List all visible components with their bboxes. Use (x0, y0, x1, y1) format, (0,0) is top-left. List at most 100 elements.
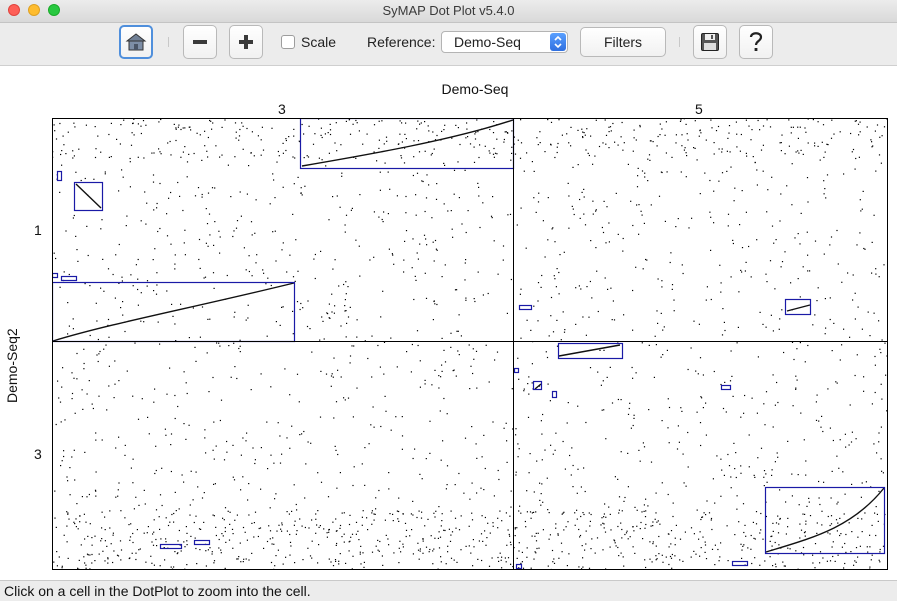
hit-dot (95, 148, 96, 149)
hit-dot (661, 313, 662, 314)
hit-dot (681, 145, 682, 146)
hit-dot (824, 254, 825, 255)
hit-dot (378, 550, 379, 551)
hit-dot (518, 456, 519, 457)
hit-dot (104, 517, 105, 518)
hit-dot (659, 524, 660, 525)
zoom-in-button[interactable] (229, 25, 263, 59)
hit-dot (732, 240, 733, 241)
hit-dot (669, 407, 670, 408)
hit-dot (579, 536, 580, 537)
hit-dot (204, 277, 205, 278)
save-button[interactable] (693, 25, 727, 59)
hit-dot (798, 233, 799, 234)
hit-dot (240, 340, 241, 341)
hit-dot (374, 211, 375, 212)
hit-dot (832, 471, 833, 472)
hit-dot (444, 125, 445, 126)
hit-dot (442, 371, 443, 372)
hit-dot (244, 247, 245, 248)
hit-dot (343, 397, 344, 398)
hit-dot (549, 512, 550, 513)
hit-dot (833, 541, 834, 542)
filters-button[interactable]: Filters (580, 27, 666, 57)
hit-dot (860, 131, 861, 132)
hit-dot (445, 361, 446, 362)
hit-dot (272, 537, 273, 538)
hit-dot (393, 264, 394, 265)
hit-dot (451, 210, 452, 211)
hit-dot (644, 173, 645, 174)
hit-dot (281, 522, 282, 523)
hit-dot (451, 558, 452, 559)
hit-dot (397, 518, 398, 519)
hit-dot (161, 468, 162, 469)
home-button[interactable] (119, 25, 153, 59)
hit-dot (486, 345, 487, 346)
hit-dot (584, 196, 585, 197)
hit-dot (218, 231, 219, 232)
hit-dot (553, 331, 554, 332)
help-button[interactable] (739, 25, 773, 59)
hit-dot (544, 151, 545, 152)
hit-dot (63, 144, 64, 145)
hit-dot (472, 373, 473, 374)
hit-dot (428, 125, 429, 126)
hit-dot (355, 240, 356, 241)
hit-dot (121, 277, 122, 278)
hit-dot (233, 343, 234, 344)
hit-dot (480, 488, 481, 489)
hit-dot (749, 434, 750, 435)
hit-dot (773, 374, 774, 375)
hit-dot (628, 164, 629, 165)
hit-dot (109, 366, 110, 367)
hit-dot (296, 509, 297, 510)
hit-dot (814, 143, 815, 144)
hit-dot (747, 547, 748, 548)
hit-dot (322, 321, 323, 322)
hit-dot (132, 533, 133, 534)
hit-dot (73, 522, 74, 523)
hit-dot (815, 543, 816, 544)
hit-dot (287, 511, 288, 512)
dotplot-grid[interactable] (52, 118, 888, 570)
hit-dot (81, 180, 82, 181)
hit-dot (577, 469, 578, 470)
hit-dot (608, 222, 609, 223)
hit-dot (242, 437, 243, 438)
hit-dot (580, 535, 581, 536)
hit-dot (255, 512, 256, 513)
hit-dot (638, 234, 639, 235)
hit-dot (745, 536, 746, 537)
hit-dot (881, 163, 882, 164)
hit-dot (661, 286, 662, 287)
hit-dot (838, 468, 839, 469)
hit-dot (324, 338, 325, 339)
zoom-out-button[interactable] (183, 25, 217, 59)
hit-dot (536, 137, 537, 138)
hit-dot (707, 286, 708, 287)
hit-dot (772, 226, 773, 227)
hit-dot (845, 552, 846, 553)
hit-dot (862, 531, 863, 532)
hit-dot (830, 319, 831, 320)
hit-dot (171, 433, 172, 434)
hit-dot (431, 535, 432, 536)
hit-dot (228, 165, 229, 166)
hit-dot (194, 522, 195, 523)
hit-dot (415, 276, 416, 277)
x-species-label: Demo-Seq (375, 81, 575, 97)
hit-dot (705, 403, 706, 404)
hit-dot (145, 562, 146, 563)
hit-dot (159, 516, 160, 517)
hit-dot (532, 382, 533, 383)
hit-dot (672, 289, 673, 290)
hit-dot (389, 249, 390, 250)
hit-dot (642, 538, 643, 539)
hit-dot (320, 525, 321, 526)
scale-checkbox[interactable] (281, 35, 295, 49)
reference-select[interactable]: Demo-Seq (441, 31, 568, 53)
hit-dot (541, 493, 542, 494)
hit-dot (656, 522, 657, 523)
hit-dot (115, 497, 116, 498)
